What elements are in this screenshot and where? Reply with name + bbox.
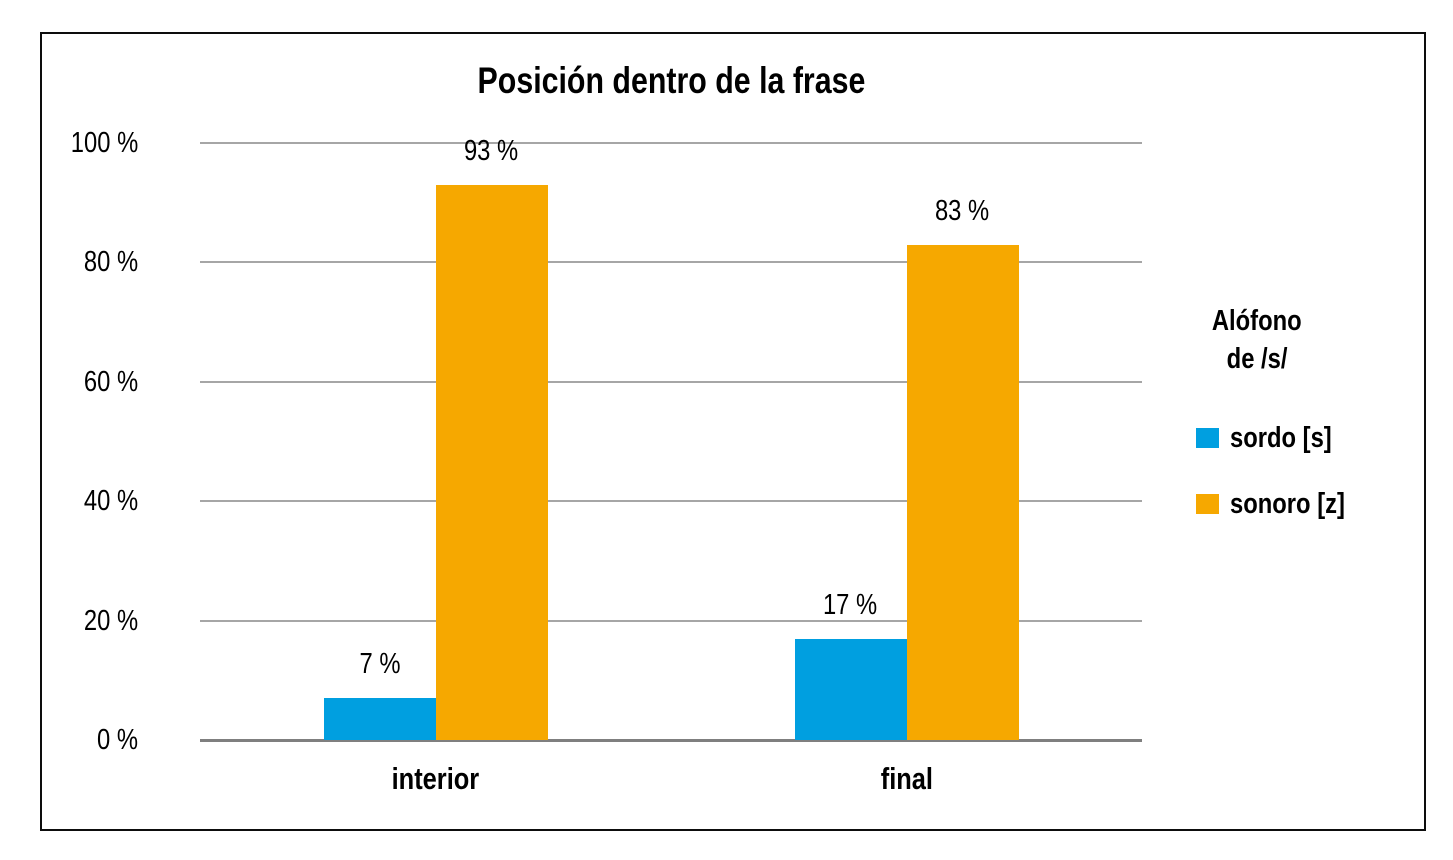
- x-category-label: interior: [286, 761, 586, 797]
- legend-item-label-text: sordo [s]: [1230, 421, 1332, 454]
- y-tick-label-text: 0 %: [97, 724, 138, 756]
- y-tick-label-text: 60 %: [83, 365, 138, 398]
- y-tick-label: 60 %: [42, 364, 138, 400]
- y-tick-label: 0 %: [42, 722, 138, 758]
- legend-title-line2-text: de /s/: [1226, 343, 1288, 375]
- y-tick-label: 20 %: [42, 603, 138, 639]
- legend-title: Alófono de /s/: [1192, 302, 1322, 378]
- bar-value-label-text: 93 %: [464, 134, 519, 167]
- chart-title: Posición dentro de la frase: [200, 60, 1142, 102]
- gridline: [200, 261, 1142, 264]
- bar-value-label: 7 %: [300, 646, 460, 682]
- bar: [435, 184, 548, 740]
- y-tick-label: 100 %: [42, 125, 138, 161]
- legend-swatch-icon: [1196, 428, 1219, 448]
- y-tick-label-text: 40 %: [83, 485, 138, 518]
- y-tick-label: 80 %: [42, 244, 138, 280]
- y-tick-label-text: 20 %: [83, 604, 138, 637]
- legend-item-label: sordo [s]: [1230, 422, 1354, 455]
- gridline: [200, 500, 1142, 503]
- gridline: [200, 619, 1142, 622]
- chart-title-text: Posición dentro de la frase: [477, 60, 865, 101]
- legend-item-label: sonoro [z]: [1230, 488, 1370, 521]
- bar-value-label-text: 7 %: [358, 648, 400, 681]
- bar: [906, 244, 1019, 740]
- x-category-label-text: final: [880, 761, 933, 796]
- bar-value-label-text: 83 %: [935, 194, 990, 227]
- y-tick-label-text: 80 %: [83, 246, 138, 279]
- plot-area: 7 % 93 % 17 % 83 %: [200, 135, 1142, 742]
- legend-title-line1: Alófono: [1192, 302, 1322, 340]
- bar-value-label: 17 %: [771, 587, 931, 623]
- chart-frame: Posición dentro de la frase 7 % 93 % 17 % 8…: [40, 32, 1426, 831]
- bar: [323, 698, 436, 740]
- bar-value-label-text: 17 %: [823, 588, 878, 621]
- bar-value-label: 93 %: [412, 133, 572, 169]
- y-tick-label: 40 %: [42, 483, 138, 519]
- legend-title-line1-text: Alófono: [1212, 305, 1302, 337]
- x-category-label-text: interior: [391, 761, 480, 796]
- legend-item: sordo [s]: [1196, 420, 1354, 456]
- legend-swatch-icon: [1196, 494, 1219, 514]
- bar-value-label: 83 %: [883, 193, 1043, 229]
- legend-item-label-text: sonoro [z]: [1230, 487, 1345, 520]
- legend-item: sonoro [z]: [1196, 486, 1370, 522]
- y-tick-label-text: 100 %: [70, 127, 138, 159]
- gridline: [200, 142, 1142, 144]
- gridline: [200, 380, 1142, 383]
- legend-title-line2: de /s/: [1192, 340, 1322, 378]
- x-category-label: final: [757, 761, 1057, 797]
- x-axis-line: [200, 739, 1142, 742]
- bar: [794, 638, 907, 740]
